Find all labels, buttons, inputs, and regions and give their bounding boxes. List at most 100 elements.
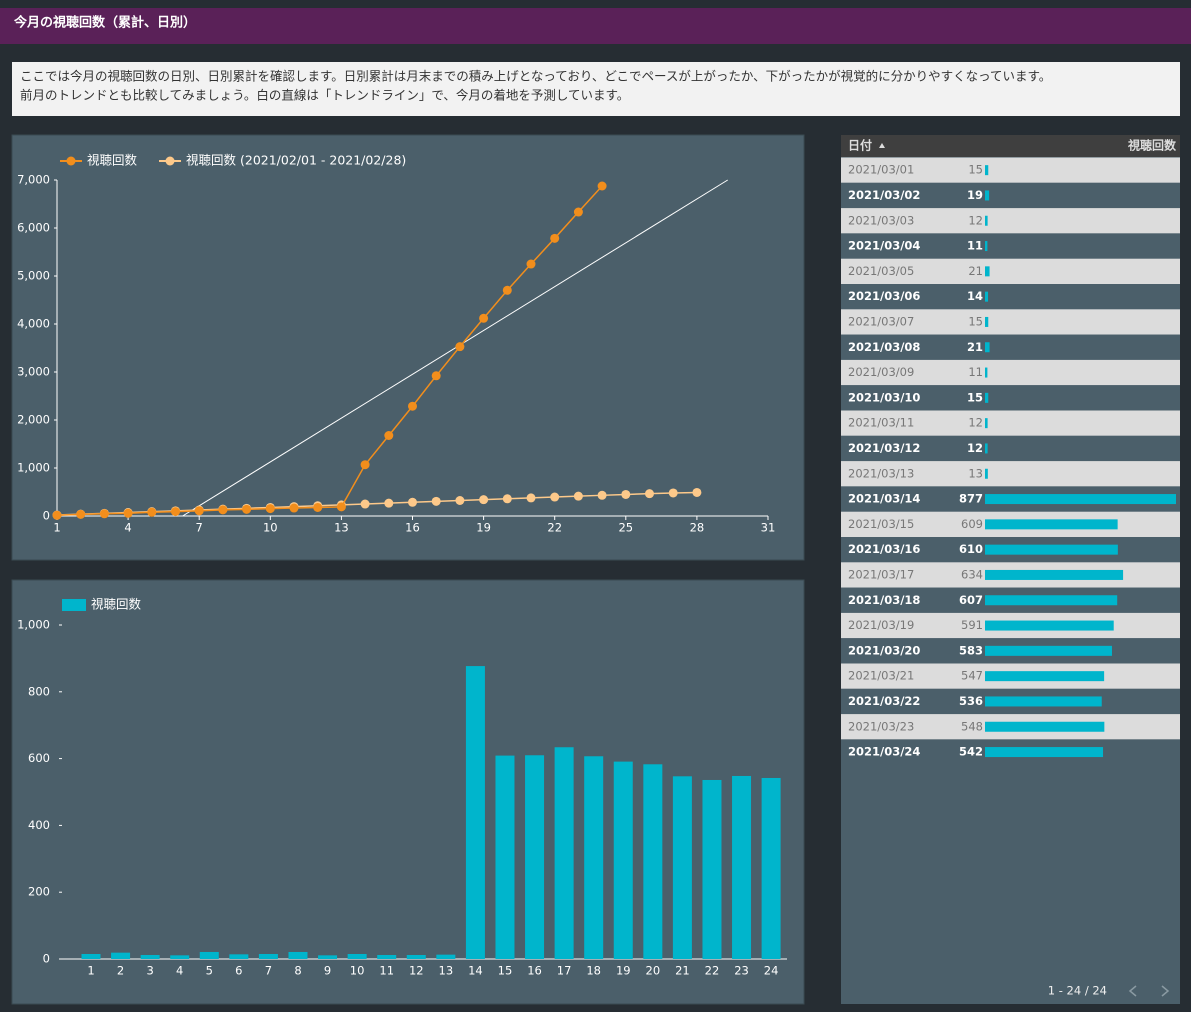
table-cell: 2021/03/15 xyxy=(848,517,914,531)
legend-label: 視聴回数 (2021/02/01 - 2021/02/28) xyxy=(186,153,406,168)
data-point xyxy=(598,182,607,191)
table-cell: 12 xyxy=(967,441,983,455)
x-tick-label: 31 xyxy=(761,521,776,535)
table-cell: 2021/03/16 xyxy=(848,542,920,556)
bar xyxy=(466,666,485,959)
table-cell: 2021/03/21 xyxy=(848,669,914,683)
table-cell: 2021/03/12 xyxy=(848,441,920,455)
table-cell: 15 xyxy=(968,314,983,328)
x-tick-label: 5 xyxy=(206,964,213,978)
y-tick-label: 4,000 xyxy=(17,317,50,331)
data-point xyxy=(692,488,701,497)
bar xyxy=(348,954,367,959)
x-tick-label: 7 xyxy=(196,521,203,535)
x-tick-label: 9 xyxy=(324,964,331,978)
data-point xyxy=(432,371,441,380)
column-header[interactable]: 日付 xyxy=(848,138,872,153)
bar xyxy=(259,954,278,959)
header-title: 今月の視聴回数（累計、日別） xyxy=(13,15,196,31)
data-point xyxy=(432,497,441,506)
x-tick-label: 13 xyxy=(439,964,454,978)
table-cell: 877 xyxy=(959,492,983,506)
x-tick-label: 22 xyxy=(547,521,562,535)
y-tick-label: 1,000 xyxy=(17,461,50,475)
table-cell: 2021/03/14 xyxy=(848,492,920,506)
y-tick-label: 7,000 xyxy=(17,173,50,187)
data-point xyxy=(550,234,559,243)
legend-label: 視聴回数 xyxy=(91,597,142,612)
x-tick-label: 4 xyxy=(124,521,131,535)
data-point xyxy=(337,502,346,511)
table-cell: 2021/03/08 xyxy=(848,340,920,354)
table-bar xyxy=(985,696,1102,706)
table-cell: 542 xyxy=(959,745,983,759)
table-cell: 21 xyxy=(968,264,983,278)
bar xyxy=(82,954,101,959)
table-bar xyxy=(985,621,1114,631)
legend-marker xyxy=(166,157,175,166)
bar xyxy=(170,955,189,959)
table-bar xyxy=(985,266,990,276)
table-cell: 2021/03/02 xyxy=(848,188,920,202)
data-point xyxy=(171,507,180,516)
data-point xyxy=(479,314,488,323)
table-cell: 583 xyxy=(959,643,983,657)
data-point xyxy=(550,493,559,502)
table-cell: 15 xyxy=(968,163,983,177)
data-point xyxy=(598,491,607,500)
line-chart-panel xyxy=(12,135,804,560)
bar xyxy=(229,954,248,959)
bar xyxy=(762,778,781,959)
x-tick-label: 21 xyxy=(675,964,690,978)
y-tick-label: 5,000 xyxy=(17,269,50,283)
table-bar xyxy=(985,671,1104,681)
table-cell: 2021/03/13 xyxy=(848,466,914,480)
x-tick-label: 2 xyxy=(117,964,124,978)
data-point xyxy=(455,496,464,505)
x-tick-label: 16 xyxy=(527,964,542,978)
bar xyxy=(584,756,603,959)
table-bar xyxy=(985,595,1117,605)
legend-swatch xyxy=(62,599,86,611)
data-point xyxy=(100,509,109,518)
pagination: 1 - 24 / 24 xyxy=(1048,984,1107,998)
data-point xyxy=(503,286,512,295)
data-point xyxy=(645,489,654,498)
bar xyxy=(702,780,721,959)
data-point xyxy=(455,342,464,351)
x-tick-label: 8 xyxy=(294,964,301,978)
table-cell: 2021/03/10 xyxy=(848,390,920,404)
x-tick-label: 25 xyxy=(618,521,633,535)
data-point xyxy=(147,508,156,517)
x-tick-label: 1 xyxy=(87,964,94,978)
table-bar xyxy=(985,216,988,226)
table-cell: 609 xyxy=(961,517,983,531)
bar xyxy=(111,953,130,959)
bar xyxy=(555,747,574,959)
table-cell: 2021/03/03 xyxy=(848,213,914,227)
table-cell: 13 xyxy=(968,466,983,480)
y-tick-label: 600 xyxy=(28,751,50,765)
column-header[interactable]: 視聴回数 xyxy=(1127,138,1177,153)
table-cell: 2021/03/24 xyxy=(848,745,920,759)
data-point xyxy=(124,509,133,518)
table-cell: 536 xyxy=(959,694,983,708)
table-cell: 2021/03/22 xyxy=(848,694,920,708)
data-point xyxy=(76,510,85,519)
data-point xyxy=(669,488,678,497)
table-cell: 19 xyxy=(967,188,983,202)
data-point xyxy=(361,460,370,469)
table-bar xyxy=(985,368,987,378)
table-cell: 634 xyxy=(961,567,983,581)
table-bar xyxy=(985,545,1118,555)
table-cell: 547 xyxy=(961,669,983,683)
data-point xyxy=(218,505,227,514)
bar xyxy=(495,756,514,959)
data-point xyxy=(195,506,204,515)
data-point xyxy=(527,493,536,502)
data-point xyxy=(384,499,393,508)
table-cell: 2021/03/11 xyxy=(848,416,914,430)
table-cell: 15 xyxy=(967,390,983,404)
table-bar xyxy=(985,646,1112,656)
